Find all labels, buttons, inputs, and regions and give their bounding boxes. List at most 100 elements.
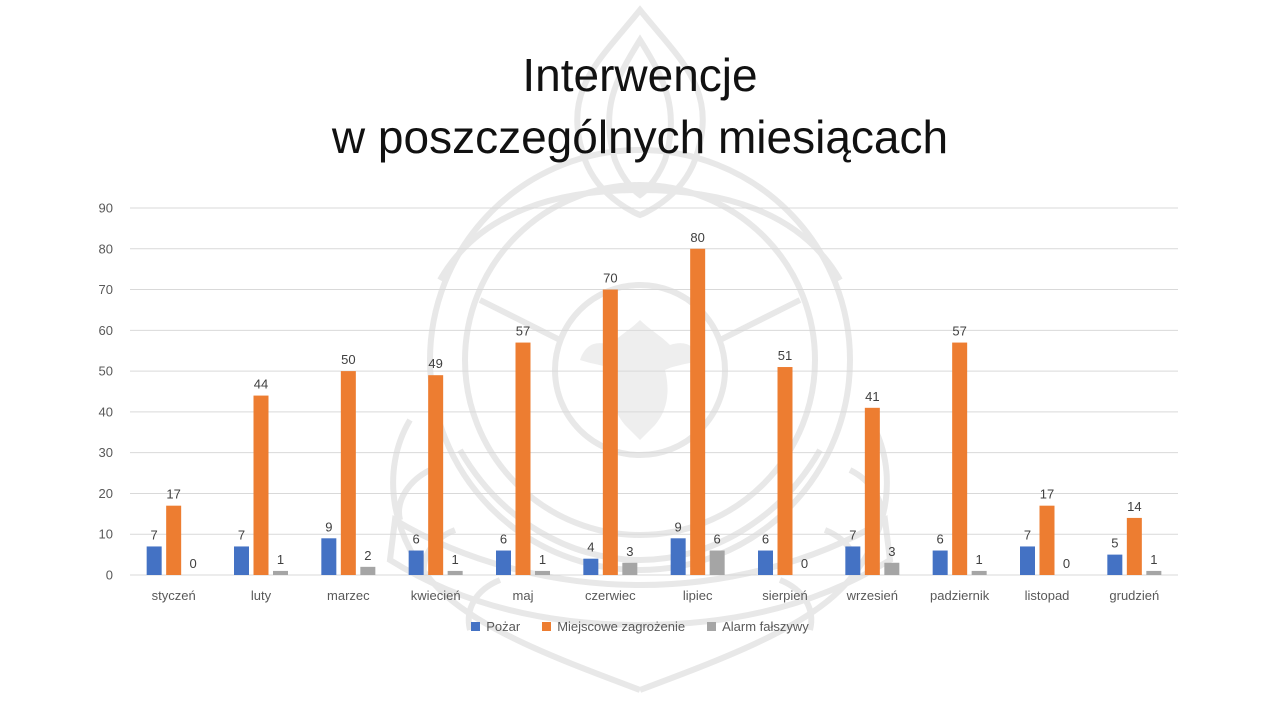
bar-pożar-1 xyxy=(234,546,249,575)
data-label: 49 xyxy=(428,356,442,371)
bar-miejscowe-zagrożenie-3 xyxy=(428,375,444,575)
category-label: czerwiec xyxy=(585,588,636,603)
legend-label: Pożar xyxy=(486,619,521,634)
category-label: styczeń xyxy=(152,588,196,603)
data-label: 44 xyxy=(254,377,268,392)
data-label: 1 xyxy=(976,552,983,567)
legend-label: Alarm fałszywy xyxy=(722,619,809,634)
y-tick-label: 20 xyxy=(99,486,113,501)
category-label: luty xyxy=(251,588,272,603)
category-label: kwiecień xyxy=(411,588,461,603)
y-tick-label: 30 xyxy=(99,445,113,460)
bar-pożar-5 xyxy=(583,558,599,575)
bar-pożar-0 xyxy=(146,546,162,575)
bar-alarm-fałszywy-9 xyxy=(971,570,987,575)
y-axis-ticks: 0 10 20 30 40 50 60 70 80 90 xyxy=(99,201,113,583)
bar-miejscowe-zagrożenie-6 xyxy=(690,248,706,575)
data-label: 3 xyxy=(626,544,633,559)
bar-alarm-fałszywy-3 xyxy=(447,570,463,575)
data-label: 70 xyxy=(603,271,617,286)
data-label: 1 xyxy=(277,552,284,567)
title-line-1: Interwencje xyxy=(522,49,758,101)
legend-swatch xyxy=(707,622,717,631)
bar-pożar-3 xyxy=(408,550,424,575)
bar-pożar-6 xyxy=(670,538,686,575)
data-label: 2 xyxy=(364,548,371,563)
data-label: 17 xyxy=(1040,487,1054,502)
category-label: sierpień xyxy=(762,588,808,603)
data-label: 0 xyxy=(801,556,808,571)
data-label: 80 xyxy=(690,230,704,245)
y-tick-label: 10 xyxy=(99,527,113,542)
category-label: maj xyxy=(513,588,534,603)
bar-miejscowe-zagrożenie-0 xyxy=(166,505,182,575)
bar-pożar-8 xyxy=(845,546,861,575)
category-label: grudzień xyxy=(1109,588,1159,603)
data-label: 1 xyxy=(452,552,459,567)
bar-miejscowe-zagrożenie-8 xyxy=(864,407,880,575)
category-label: marzec xyxy=(327,588,370,603)
bar-miejscowe-zagrożenie-7 xyxy=(777,367,793,575)
data-label: 57 xyxy=(952,324,966,339)
data-label: 0 xyxy=(1063,556,1070,571)
bar-miejscowe-zagrożenie-4 xyxy=(515,342,531,575)
bar-pożar-2 xyxy=(321,538,337,575)
bar-miejscowe-zagrożenie-11 xyxy=(1126,517,1142,575)
category-label: lipiec xyxy=(683,588,713,603)
y-tick-label: 50 xyxy=(99,364,113,379)
legend-item: Alarm fałszywy xyxy=(707,619,809,634)
data-label: 1 xyxy=(1150,552,1157,567)
data-label: 7 xyxy=(1024,527,1031,542)
legend-swatch xyxy=(542,622,552,631)
data-label: 17 xyxy=(166,487,180,502)
slide-title: Interwencje w poszczególnych miesiącach xyxy=(0,44,1280,168)
legend-swatch xyxy=(471,622,481,631)
data-label: 6 xyxy=(413,532,420,547)
data-label: 50 xyxy=(341,352,355,367)
data-label: 0 xyxy=(190,556,197,571)
bar-alarm-fałszywy-11 xyxy=(1146,570,1162,575)
chart-legend: Pożar Miejscowe zagrożenie Alarm fałszywy xyxy=(0,619,1280,634)
category-labels: styczeń luty marzec kwiecień maj czerwiec lipi… xyxy=(152,588,1160,603)
data-label: 6 xyxy=(500,532,507,547)
bar-alarm-fałszywy-4 xyxy=(535,570,550,575)
category-label: listopad xyxy=(1025,588,1070,603)
bar-miejscowe-zagrożenie-10 xyxy=(1039,505,1055,575)
bar-alarm-fałszywy-1 xyxy=(273,570,288,575)
bar-alarm-fałszywy-2 xyxy=(360,566,376,575)
gridlines xyxy=(130,207,1178,576)
y-tick-label: 0 xyxy=(106,568,113,583)
bar-miejscowe-zagrożenie-1 xyxy=(253,395,269,575)
bar-miejscowe-zagrożenie-9 xyxy=(952,342,968,575)
data-label: 6 xyxy=(937,532,944,547)
data-label: 3 xyxy=(888,544,895,559)
bar-pożar-9 xyxy=(932,550,948,575)
bars xyxy=(146,248,1162,575)
bar-pożar-10 xyxy=(1020,546,1035,575)
data-label: 4 xyxy=(587,540,594,555)
data-label: 7 xyxy=(238,527,245,542)
data-label: 7 xyxy=(849,527,856,542)
bar-alarm-fałszywy-8 xyxy=(884,562,900,575)
y-tick-label: 70 xyxy=(99,282,113,297)
legend-item: Pożar xyxy=(471,619,520,634)
data-label: 6 xyxy=(714,532,721,547)
data-label: 6 xyxy=(762,532,769,547)
bar-pożar-4 xyxy=(496,550,511,575)
y-tick-label: 60 xyxy=(99,323,113,338)
category-label: padziernik xyxy=(930,588,990,603)
title-line-2: w poszczególnych miesiącach xyxy=(331,111,949,163)
y-tick-label: 80 xyxy=(99,241,113,256)
data-label: 9 xyxy=(325,519,332,534)
bar-alarm-fałszywy-5 xyxy=(622,562,638,575)
data-label: 14 xyxy=(1127,499,1141,514)
data-label: 7 xyxy=(151,527,158,542)
legend-item: Miejscowe zagrożenie xyxy=(542,619,685,634)
data-label: 9 xyxy=(675,519,682,534)
bar-miejscowe-zagrożenie-5 xyxy=(602,289,618,575)
bar-alarm-fałszywy-6 xyxy=(709,550,725,575)
data-label: 41 xyxy=(865,389,879,404)
